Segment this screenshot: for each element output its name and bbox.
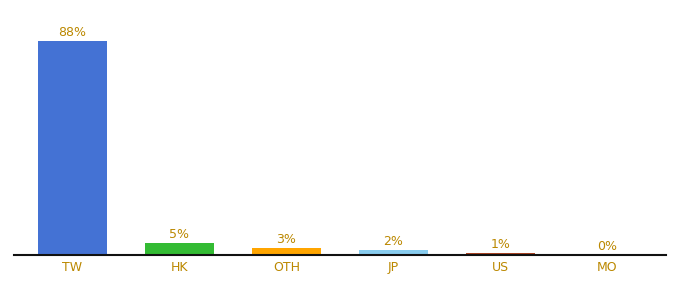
Bar bbox=[145, 243, 214, 255]
Text: 0%: 0% bbox=[598, 240, 617, 253]
Text: 5%: 5% bbox=[169, 228, 190, 241]
Bar bbox=[252, 248, 321, 255]
Bar bbox=[359, 250, 428, 255]
Bar bbox=[37, 40, 107, 255]
Bar bbox=[466, 253, 535, 255]
Text: 88%: 88% bbox=[58, 26, 86, 38]
Text: 1%: 1% bbox=[490, 238, 511, 250]
Text: 2%: 2% bbox=[384, 235, 403, 248]
Text: 3%: 3% bbox=[277, 233, 296, 246]
